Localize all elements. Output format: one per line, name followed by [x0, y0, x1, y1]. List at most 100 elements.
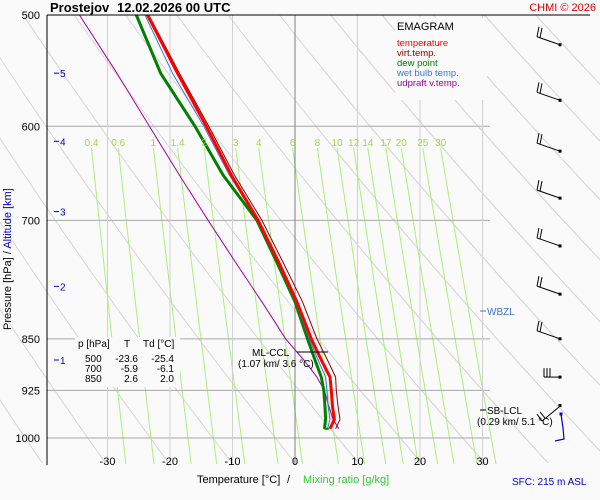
dry-adiabat	[330, 14, 600, 323]
wind-barb-feather	[539, 83, 543, 94]
wind-barb	[536, 404, 562, 422]
wind-barb	[536, 180, 562, 200]
wind-barb-station	[558, 404, 562, 408]
copyright: CHMI © 2026	[529, 2, 596, 14]
table-box	[75, 337, 180, 387]
dry-adiabat	[227, 14, 600, 452]
table-header-t: T	[124, 339, 130, 350]
mixing-ratio-line	[203, 147, 246, 465]
wind-barb-station	[558, 244, 562, 248]
x-axis-temp-label: Temperature [°C]	[197, 474, 280, 486]
wind-barb-staff	[536, 91, 561, 101]
ml-ccl-value: (1.07 km/ 3.6 °C)	[238, 359, 314, 370]
sb-lcl-label: SB-LCL	[487, 406, 522, 417]
dry-adiabat	[0, 57, 296, 464]
dry-adiabat	[22, 14, 359, 464]
temperature-tick-label: 10	[351, 456, 363, 468]
wind-barb-feather	[536, 276, 540, 287]
mixing-ratio-label: 14	[362, 138, 374, 149]
wind-barb-station	[558, 375, 562, 379]
surface-wind-point	[559, 412, 563, 416]
y-axis-pressure-label: Pressure [hPa]	[2, 257, 14, 330]
legend-item-temperature: temperature	[397, 38, 448, 49]
legend-item-virt-temp: virt.temp.	[397, 48, 436, 59]
mixing-ratio-line	[336, 147, 387, 465]
wind-barb	[536, 82, 562, 102]
altitude-tick-label: 5	[60, 69, 66, 80]
mixing-ratio-line	[400, 147, 455, 465]
mixing-ratio-label: 12	[348, 138, 360, 149]
pressure-tick-label: 850	[22, 334, 40, 346]
pressure-tick-label: 600	[22, 121, 40, 133]
dry-adiabat	[0, 137, 233, 464]
mixing-ratio-line	[440, 147, 497, 465]
mixing-ratio-label: 3	[233, 138, 239, 149]
wind-barb	[536, 276, 562, 296]
table-cell: 700	[85, 364, 102, 375]
wind-barb-staff	[536, 285, 561, 295]
datetime-title: 12.02.2026 00 UTC	[117, 0, 231, 15]
mixing-ratio-line	[385, 147, 439, 465]
tick-labels: 0.4 0.6 1 1.4 2 3 4 6 8 10 12 14 17 20 25 3050060070085…	[16, 10, 489, 468]
mixing-ratio-line	[367, 147, 419, 465]
wbzl-label: WBZL	[487, 307, 515, 318]
mixing-ratio-label: 6	[290, 138, 296, 149]
wind-barb-feather	[539, 181, 543, 192]
mixing-ratio-lines	[91, 147, 497, 465]
wind-barb-station	[558, 292, 562, 296]
table-cell: -25.4	[151, 354, 174, 365]
x-axis-sep: /	[287, 474, 291, 486]
wind-barb-station	[558, 196, 562, 200]
wind-barb-feather	[536, 180, 540, 191]
table-cell: 2.6	[124, 374, 138, 385]
legend-box	[395, 18, 487, 100]
temperature-tick-label: -30	[100, 456, 116, 468]
altitude-tick-label: 3	[60, 208, 66, 219]
mixing-ratio-label: 1.4	[171, 138, 185, 149]
sb-lcl-value: (0.29 km/ 5.1 °C)	[477, 417, 553, 428]
mixing-ratio-label: 17	[380, 138, 392, 149]
table-header-p: p [hPa]	[78, 339, 110, 350]
altitude-tick-label: 4	[60, 137, 66, 148]
table-header-td: Td [°C]	[143, 339, 174, 350]
mixing-ratio-line	[353, 147, 404, 465]
mixing-ratio-label: 1	[151, 138, 157, 149]
temperature-tick-label: 20	[414, 456, 426, 468]
dry-adiabat	[279, 14, 600, 387]
mixing-ratio-label: 10	[332, 138, 344, 149]
series-temperature	[146, 14, 336, 430]
legend-title: EMAGRAM	[397, 21, 454, 33]
wind-barb	[543, 368, 562, 379]
table-cell: 2.0	[160, 374, 174, 385]
wind-barb-staff	[536, 36, 561, 46]
sounding-table: p [hPa] T Td [°C] 500 -23.6 -25.4 700 -5…	[75, 337, 180, 387]
wind-barb-staff	[536, 237, 561, 247]
pressure-tick-label: 1000	[16, 433, 40, 445]
table-cell: -5.9	[121, 364, 139, 375]
dry-adiabat	[0, 221, 170, 464]
wind-barb-feather	[536, 320, 540, 331]
wind-barbs	[536, 26, 565, 442]
mixing-ratio-label: 8	[315, 138, 321, 149]
wind-barb-feather	[539, 277, 543, 288]
wind-barb-feather	[539, 411, 546, 419]
ml-ccl-label: ML-CCL	[252, 348, 290, 359]
wind-barb-feather	[536, 133, 540, 144]
wind-barb-staff	[536, 189, 561, 199]
ml-ccl-annotation: ML-CCL (1.07 km/ 3.6 °C)	[238, 348, 328, 370]
pressure-tick-label: 700	[22, 215, 40, 227]
wind-barb-station	[558, 98, 562, 102]
wbzl-annotation: WBZL	[480, 304, 519, 318]
mixing-ratio-label: 25	[417, 138, 429, 149]
wind-barb	[536, 227, 562, 248]
wind-barb-station	[558, 43, 562, 47]
altitude-tick-label: 2	[60, 282, 66, 293]
pressure-tick-label: 925	[22, 385, 40, 397]
mixing-ratio-label: 0.4	[85, 138, 99, 149]
series-virt-temp	[148, 14, 341, 430]
temperature-tick-label: -20	[162, 456, 178, 468]
y-axis-title: Pressure [hPa] / Altitude [km]	[2, 188, 14, 330]
mixing-ratio-line	[177, 147, 218, 465]
